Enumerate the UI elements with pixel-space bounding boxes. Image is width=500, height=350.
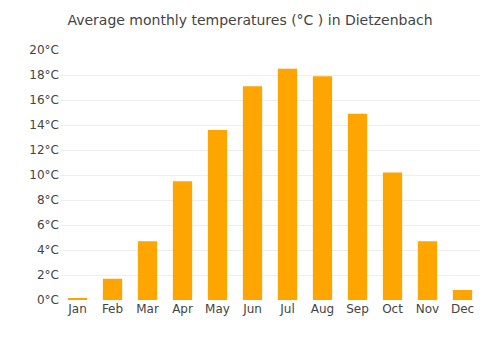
svg-text:Aug: Aug: [311, 302, 334, 316]
svg-text:Feb: Feb: [102, 302, 123, 316]
svg-text:Mar: Mar: [136, 302, 159, 316]
svg-text:6°C: 6°C: [37, 218, 59, 232]
svg-text:Sep: Sep: [346, 302, 369, 316]
svg-text:Jun: Jun: [242, 302, 262, 316]
svg-text:16°C: 16°C: [29, 93, 59, 107]
svg-text:20°C: 20°C: [29, 43, 59, 57]
svg-text:Jul: Jul: [279, 302, 294, 316]
svg-text:12°C: 12°C: [29, 143, 59, 157]
svg-text:Jan: Jan: [67, 302, 87, 316]
svg-text:8°C: 8°C: [37, 193, 59, 207]
svg-text:10°C: 10°C: [29, 168, 59, 182]
svg-text:0°C: 0°C: [37, 293, 59, 307]
svg-text:Nov: Nov: [416, 302, 439, 316]
svg-text:Average monthly temperatures (: Average monthly temperatures (°C ) in Di…: [67, 12, 432, 28]
svg-text:18°C: 18°C: [29, 68, 59, 82]
svg-text:Apr: Apr: [172, 302, 193, 316]
svg-text:Dec: Dec: [451, 302, 474, 316]
svg-text:4°C: 4°C: [37, 243, 59, 257]
svg-text:May: May: [205, 302, 230, 316]
svg-text:14°C: 14°C: [29, 118, 59, 132]
svg-text:Oct: Oct: [382, 302, 403, 316]
svg-text:2°C: 2°C: [37, 268, 59, 282]
